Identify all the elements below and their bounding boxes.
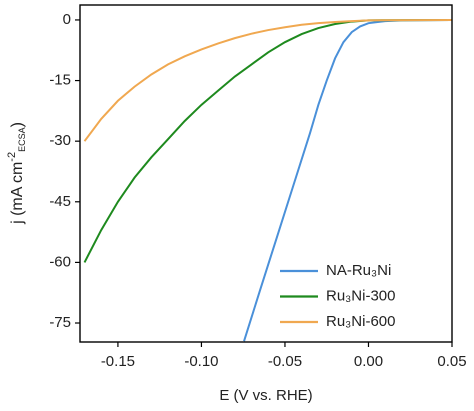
legend-label: Ru₃Ni-600 bbox=[326, 313, 395, 330]
x-tick-label: -0.10 bbox=[184, 353, 218, 370]
y-tick-label: -75 bbox=[49, 314, 71, 331]
y-label-sub: ECSA bbox=[17, 127, 27, 152]
y-tick-label: 0 bbox=[63, 11, 71, 28]
x-tick-label: -0.15 bbox=[101, 353, 135, 370]
y-tick-label: -60 bbox=[49, 253, 71, 270]
x-axis-label: E (V vs. RHE) bbox=[219, 387, 312, 404]
y-tick-label: -30 bbox=[49, 132, 71, 149]
y-label-main: j (mA cm bbox=[9, 162, 26, 225]
x-tick-label: 0.05 bbox=[437, 353, 466, 370]
x-tick-label: 0.00 bbox=[354, 353, 383, 370]
y-tick-label: -45 bbox=[49, 193, 71, 210]
plot-frame bbox=[79, 4, 453, 343]
legend-label: NA-Ru₃Ni bbox=[326, 262, 391, 279]
y-label-end: ) bbox=[9, 122, 26, 127]
y-label-sup: -2 bbox=[6, 152, 18, 162]
y-axis-label: j (mA cm-2ECSA) bbox=[6, 122, 27, 225]
y-tick-label: -15 bbox=[49, 72, 71, 89]
x-tick-label: -0.05 bbox=[268, 353, 302, 370]
legend-label: Ru₃Ni-300 bbox=[326, 287, 395, 304]
series-line bbox=[83, 18, 452, 263]
series-line bbox=[83, 18, 452, 142]
series-line bbox=[243, 18, 452, 342]
